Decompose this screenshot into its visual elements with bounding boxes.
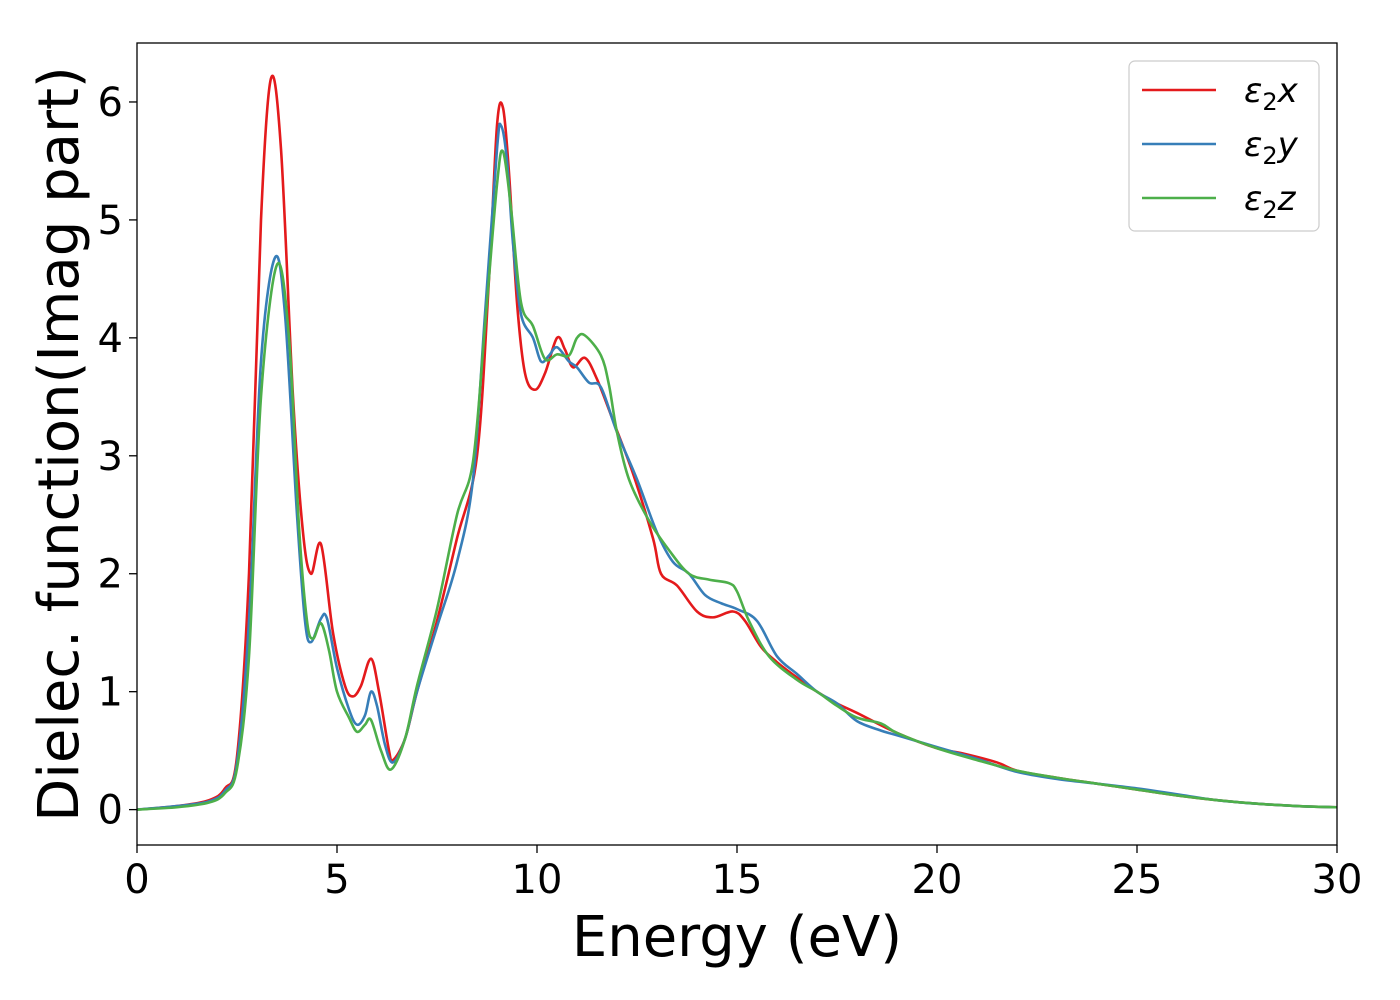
y-tick-label: 5 xyxy=(98,198,123,244)
y-tick-label: 2 xyxy=(98,552,123,598)
x-tick-label: 0 xyxy=(124,857,149,903)
x-axis-title: Energy (eV) xyxy=(572,905,902,970)
x-tick-label: 20 xyxy=(912,857,963,903)
series-layer xyxy=(136,74,1338,811)
legend-label-x: ε2x xyxy=(1244,71,1299,116)
y-tick-label: 3 xyxy=(98,434,123,480)
y-tick-label: 1 xyxy=(98,670,123,716)
y-tick-label: 0 xyxy=(98,788,123,834)
legend-label-y: ε2y xyxy=(1244,125,1299,170)
series-line-z xyxy=(136,149,1338,811)
x-tick-label: 15 xyxy=(712,857,763,903)
y-axis-title: Dielec. function(Imag part) xyxy=(27,66,92,822)
y-axis: 0 1 2 3 4 5 6 xyxy=(98,80,137,834)
legend-box xyxy=(1128,60,1320,232)
x-tick-label: 5 xyxy=(324,857,349,903)
x-tick-label: 25 xyxy=(1112,857,1163,903)
y-tick-label: 4 xyxy=(98,316,123,362)
y-tick-label: 6 xyxy=(98,80,123,126)
legend: ε2x ε2y ε2z xyxy=(1128,60,1320,232)
x-tick-label: 30 xyxy=(1312,857,1363,903)
x-tick-label: 10 xyxy=(512,857,563,903)
x-axis: 0 5 10 15 20 25 30 xyxy=(124,845,1362,903)
legend-label-z: ε2z xyxy=(1244,179,1297,224)
